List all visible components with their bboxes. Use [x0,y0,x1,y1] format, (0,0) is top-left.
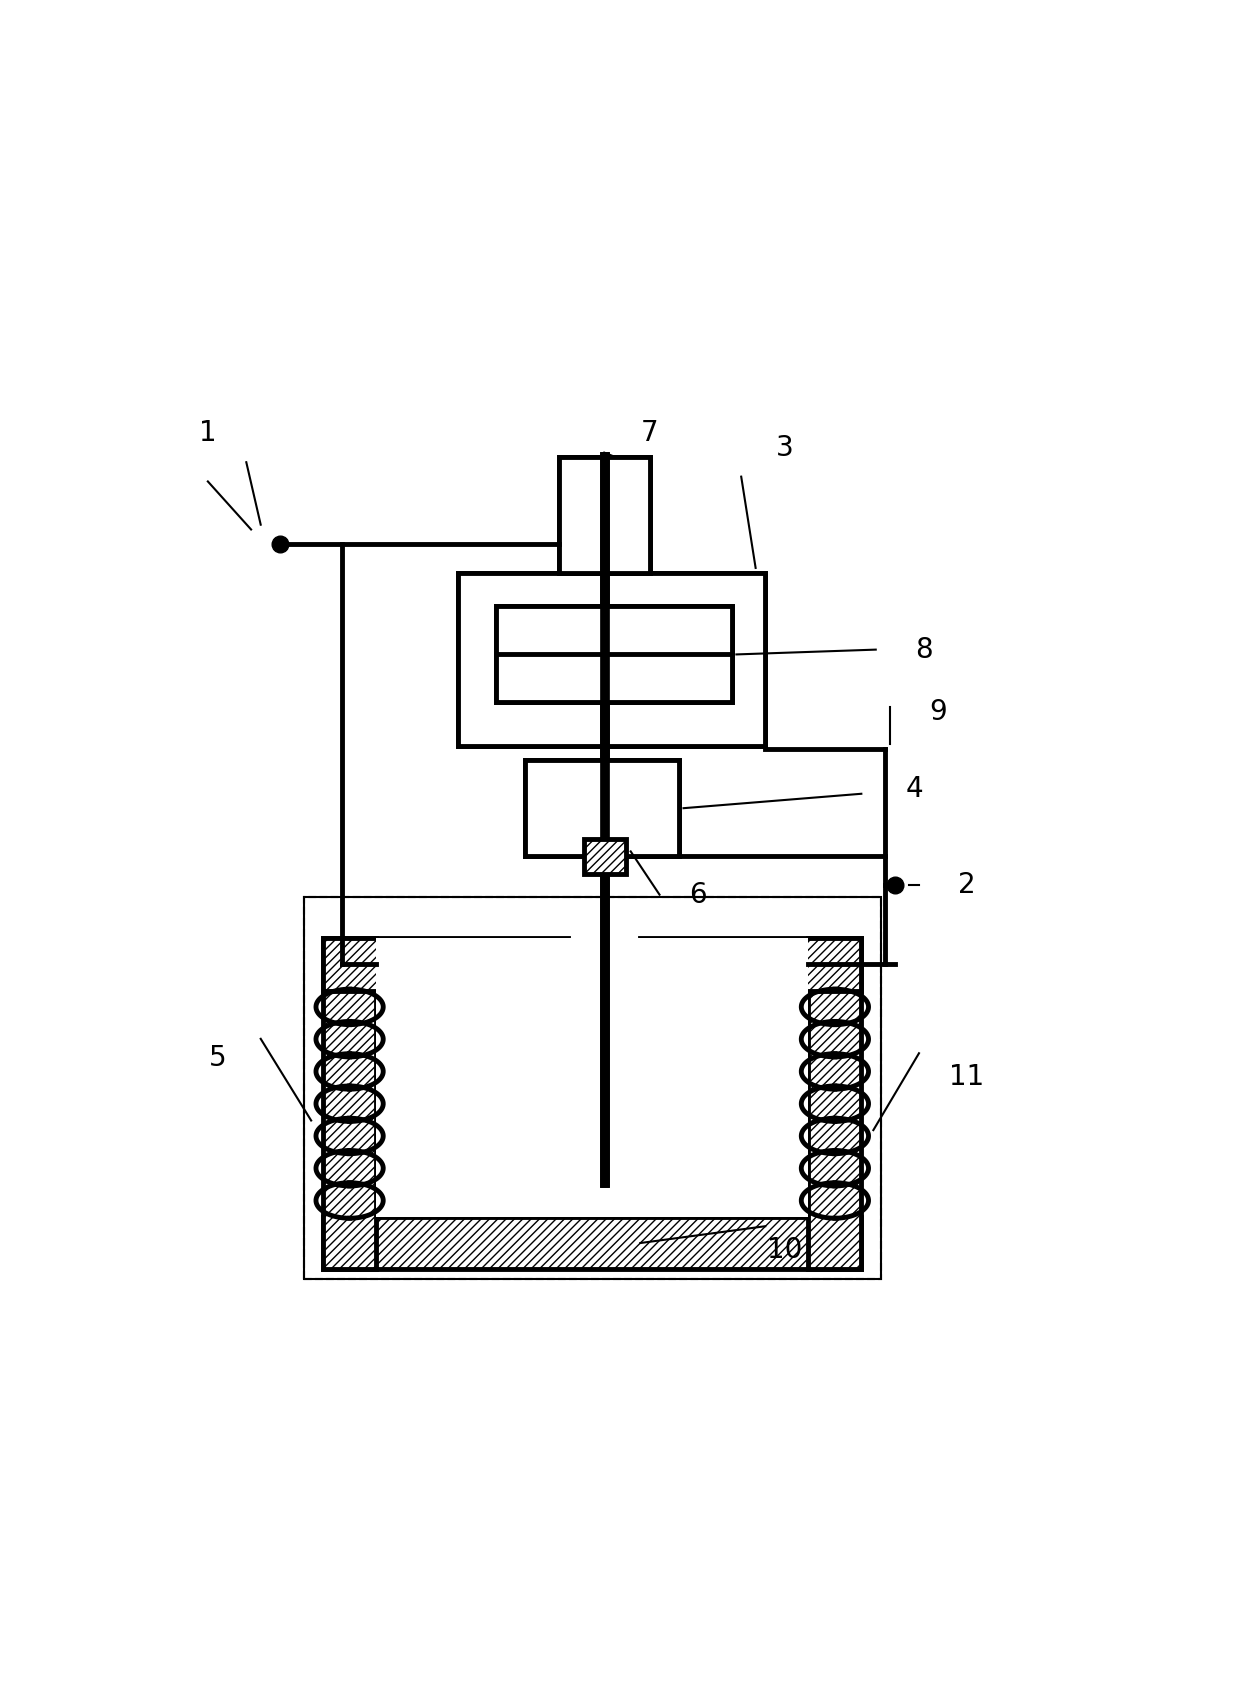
Bar [324,937,568,991]
Bar [640,937,862,991]
Bar [324,937,376,1270]
Text: 8: 8 [915,636,932,664]
Text: 9: 9 [929,698,947,727]
Bar [304,897,880,1280]
Bar [808,937,862,1270]
Bar [584,840,626,873]
Text: 11: 11 [950,1064,985,1091]
Bar [376,937,808,1217]
Bar [496,607,732,703]
Text: 10: 10 [766,1236,802,1264]
Bar [525,760,678,856]
Bar [558,457,650,573]
Bar [496,607,732,703]
Text: 1: 1 [200,420,217,447]
Text: 2: 2 [959,872,976,899]
Text: 4: 4 [905,776,923,803]
Bar [304,897,880,1280]
Bar [558,457,650,573]
Text: 6: 6 [689,880,707,909]
Bar [525,760,678,856]
Text: 5: 5 [208,1044,226,1072]
Bar [458,573,765,745]
Text: 3: 3 [775,433,794,462]
Text: 7: 7 [641,420,658,447]
Bar [458,573,765,745]
Bar [324,1217,862,1270]
